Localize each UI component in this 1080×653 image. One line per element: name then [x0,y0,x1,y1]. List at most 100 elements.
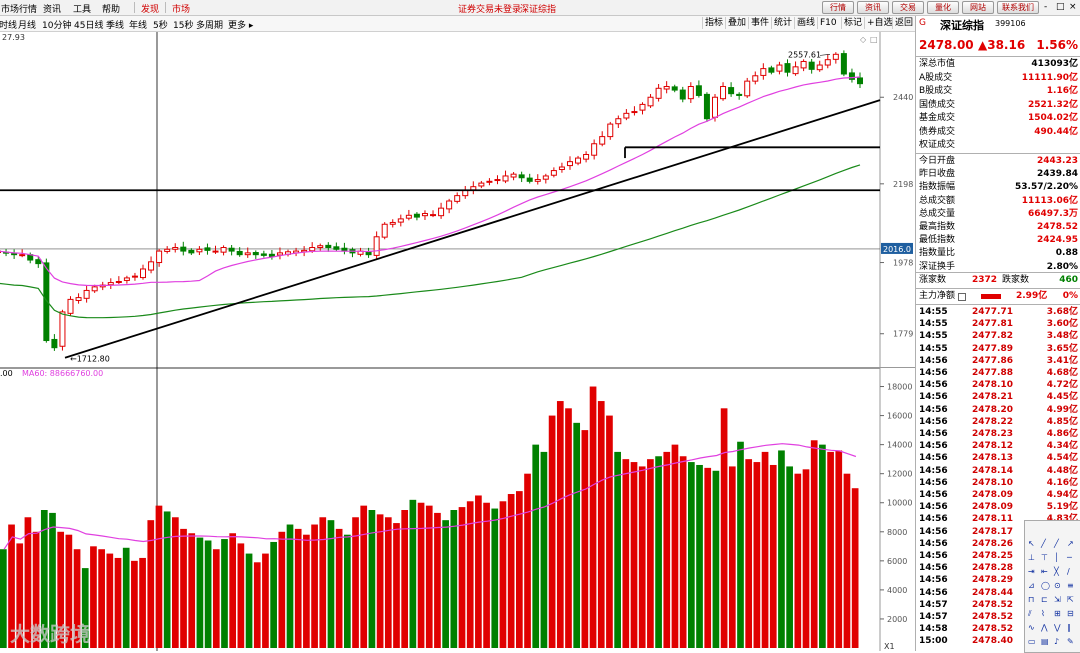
draw-tool-icon[interactable]: ∕ [1067,567,1070,576]
menu-item-help[interactable]: 帮助 [102,5,121,15]
volume-bar [262,553,269,648]
candle-body [156,250,163,264]
tick-price: 2478.14 [972,465,1013,476]
mainflow-settings-icon[interactable] [958,293,966,301]
volume-bar [90,546,97,648]
draw-tool-icon[interactable]: ⊥ [1028,553,1035,562]
stat-label: 最高指数 [919,222,956,232]
volume-bar [393,523,400,648]
candle-body [260,253,267,256]
top-button-website[interactable]: 网站 [962,1,994,14]
period-5s[interactable]: 5秒 [153,21,168,31]
draw-tool-icon[interactable]: ⇥ [1028,567,1035,576]
tick-amount: 4.48亿 [1046,465,1078,476]
draw-tool-icon[interactable]: ⊏ [1041,595,1048,604]
menu-item-tools[interactable]: 工具 [73,5,92,15]
top-button-news[interactable]: 资讯 [857,1,889,14]
draw-tool-icon[interactable]: ⇱ [1067,595,1074,604]
draw-tool-icon[interactable]: ⋁ [1054,623,1061,632]
top-button-quote[interactable]: 行情 [822,1,854,14]
draw-tool-icon[interactable]: ▤ [1041,637,1049,646]
candle-body [381,223,388,238]
volume-bar [851,488,859,648]
price-chart[interactable]: 2440 2198 1978 1779 2016.0 2557.61 ←1712.80 ◇ □ [0,32,915,368]
period-more[interactable]: 更多 ▸ [228,21,254,31]
maximize-icon[interactable]: □ [1056,2,1065,12]
period-intraday[interactable]: 分时线 [0,21,18,31]
toolbar-back[interactable]: 返回 [892,17,915,29]
close-icon[interactable]: × [1069,2,1077,12]
draw-tool-icon[interactable]: ⌇ [1041,609,1045,618]
top-button-trade[interactable]: 交易 [892,1,924,14]
volume-tick-label: 6000 [887,557,907,566]
draw-tool-icon[interactable]: ─ [1067,553,1072,562]
draw-tool-icon[interactable]: ⊞ [1054,609,1061,618]
draw-tool-icon[interactable]: ⇲ [1054,595,1061,604]
draw-tool-icon[interactable]: ⊙ [1054,581,1061,590]
draw-tool-icon[interactable]: ╱ [1054,539,1059,548]
volume-bar [270,541,277,648]
draw-tool-icon[interactable]: ♪ [1054,637,1060,646]
draw-tool-icon[interactable]: ▭ [1028,637,1036,646]
draw-tool-icon[interactable]: ∿ [1028,623,1035,632]
volume-bar [188,533,196,648]
drawing-tool-palette[interactable]: ↖ ╱ ╱ ↗ ⊥ ⊤ │ ─ ⇥ ⇤ ╳ ∕ ⊿ ◯ ⊙ ≡ ⊓ ⊏ ⇲ ⇱ ⫽ ⌇ ⊞ ⊟ ∿ ⋀ ⋁ ∥ ▭ ▤ ♪ ✎ [1024,520,1080,653]
draw-tool-icon[interactable]: ╱ [1041,539,1046,548]
draw-tool-icon[interactable]: ⇤ [1041,567,1048,576]
menu-item-news[interactable]: 资讯 [43,5,62,15]
toolbar-overlay[interactable]: 叠加 [725,17,748,29]
period-45day[interactable]: 45日线 [74,21,104,31]
toolbar-mark[interactable]: 标记 [841,17,864,29]
period-multi[interactable]: 多周期 [196,21,224,31]
volume-tick-label: 10000 [887,499,912,508]
login-notice: 证券交易未登录 [458,5,522,15]
draw-tool-icon[interactable]: ╳ [1054,567,1059,576]
top-button-contact[interactable]: 联系我们 [997,1,1039,14]
draw-tool-icon[interactable]: ⊓ [1028,595,1035,604]
tick-price: 2477.81 [972,319,1013,330]
volume-bar [344,534,351,648]
toolbar-draw[interactable]: 画线 [794,17,817,29]
draw-tool-icon[interactable]: │ [1054,553,1059,562]
period-monthly[interactable]: 月线 [18,21,37,31]
draw-tool-icon[interactable]: ✎ [1067,637,1074,646]
period-yearly[interactable]: 年线 [129,21,148,31]
period-15s[interactable]: 15秒 [173,21,194,31]
draw-tool-icon[interactable]: ⊟ [1067,609,1074,618]
volume-bar [532,444,540,648]
toolbar-f10[interactable]: F10 [817,17,839,29]
flag-icon: G [919,18,926,28]
candle-body [140,268,147,279]
toolbar-add-watchlist[interactable]: +自选 [864,17,895,29]
minimize-icon[interactable]: - [1044,2,1048,12]
draw-tool-icon[interactable]: ⫽ [1028,609,1032,618]
candle-body [172,247,179,250]
top-button-quant[interactable]: 量化 [927,1,959,14]
stat-value: 2443.23 [1037,156,1078,166]
menu-item-discover[interactable]: 发现 [141,5,160,15]
toolbar-event[interactable]: 事件 [748,17,771,29]
volume-bar [753,462,761,648]
period-10min[interactable]: 10分钟 [42,21,72,31]
current-price-tag-text: 2016.0 [883,245,911,254]
draw-tool-icon[interactable]: ↖ [1028,539,1035,548]
draw-tool-icon[interactable]: ↗ [1067,539,1074,548]
volume-chart[interactable]: 18000 16000 14000 12000 10000 8000 6000 4000 200… [0,368,915,651]
index-name: 深证综指 [940,19,984,32]
stat-value: 0.88 [1055,248,1078,259]
toolbar-indicator[interactable]: 指标 [702,17,725,29]
draw-tool-icon[interactable]: ⊤ [1041,553,1048,562]
menu-item-market-red[interactable]: 市场 [172,5,191,15]
draw-tool-icon[interactable]: ⊿ [1028,581,1035,590]
volume-bar [671,444,679,648]
draw-tool-icon[interactable]: ◯ [1041,581,1050,590]
draw-tool-icon[interactable]: ∥ [1067,623,1071,632]
candle-body [848,72,855,80]
draw-tool-icon[interactable]: ≡ [1067,581,1074,590]
tick-time: 14:56 [919,563,948,574]
toolbar-stats[interactable]: 统计 [771,17,794,29]
menu-item-market[interactable]: 市场行情 [1,5,38,15]
draw-tool-icon[interactable]: ⋀ [1041,623,1048,632]
period-quarterly[interactable]: 季线 [106,21,125,31]
tick-row: 14:56 2478.23 4.86亿 [916,428,1080,440]
